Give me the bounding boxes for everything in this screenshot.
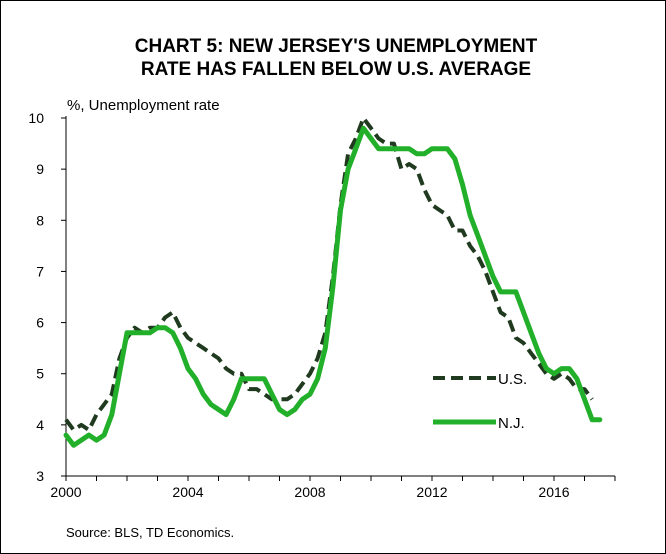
y-tick-label: 8	[36, 212, 44, 228]
y-tick-label: 5	[36, 366, 44, 382]
series-lines	[63, 116, 603, 448]
y-axis-label: %, Unemployment rate	[67, 97, 220, 114]
x-tick-label: 2000	[50, 484, 81, 500]
y-tick-label: 4	[36, 417, 44, 433]
y-tick-label: 3	[36, 468, 44, 484]
y-tick-label: 9	[36, 161, 44, 177]
y-axis: 3 4 5 6 7 8 9 10	[28, 110, 67, 484]
y-tick-label: 6	[36, 315, 44, 331]
legend-label-us: U.S.	[498, 371, 527, 388]
chart-title-line-1: CHART 5: NEW JERSEY'S UNEMPLOYMENT	[135, 36, 538, 57]
legend: U.S. N.J.	[433, 371, 527, 432]
legend-label-nj: N.J.	[498, 415, 525, 432]
x-tick-label: 2004	[172, 484, 203, 500]
source-note: Source: BLS, TD Economics.	[66, 525, 234, 540]
y-tick-label: 7	[36, 263, 44, 279]
x-tick-label: 2008	[294, 484, 325, 500]
x-tick-label: 2016	[538, 484, 569, 500]
x-tick-label: 2012	[416, 484, 447, 500]
x-axis: 2000 2004 2008 2012 2016	[50, 475, 616, 500]
series-line-nj	[63, 125, 603, 448]
chart-title-line-2: RATE HAS FALLEN BELOW U.S. AVERAGE	[141, 59, 531, 80]
y-tick-label: 10	[28, 110, 44, 126]
